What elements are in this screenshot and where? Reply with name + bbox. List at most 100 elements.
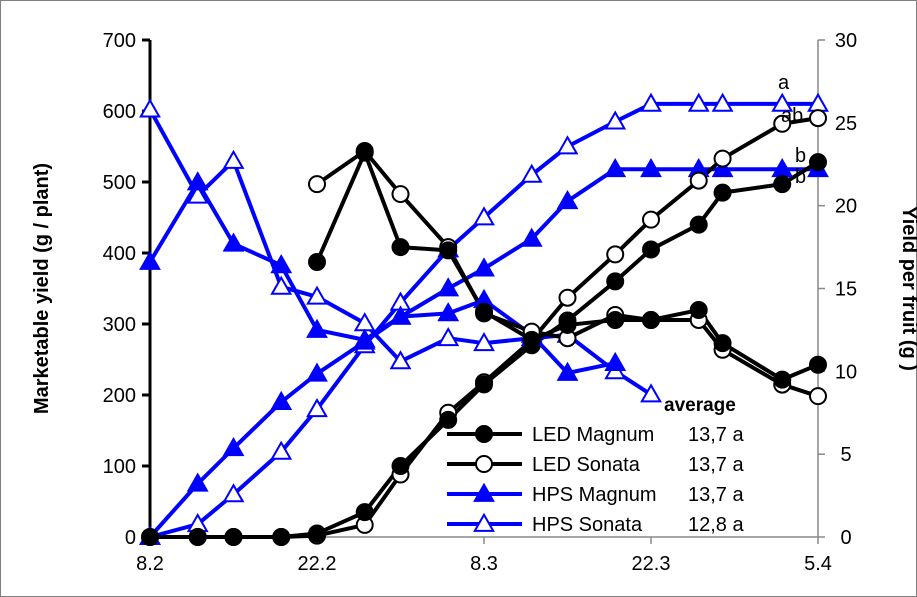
data-point-hps-magnum <box>711 158 734 178</box>
y-tick-label-right: 10 <box>835 361 857 383</box>
data-point-led-magnum-per-fruit <box>642 310 660 329</box>
data-point-hps-sonata-per-fruit <box>270 275 293 295</box>
significance-label: ab <box>781 105 803 127</box>
y-axis-label-right: Yield per fruit (g ) <box>898 206 917 371</box>
significance-label: b <box>795 166 806 188</box>
data-point-hps-sonata-per-fruit <box>306 285 328 305</box>
data-point-led-magnum <box>689 215 708 234</box>
data-point-hps-sonata <box>473 206 495 226</box>
data-point-led-sonata <box>642 210 660 229</box>
y-tick-label-left: 400 <box>103 243 136 265</box>
data-point-led-sonata-per-fruit <box>809 387 827 406</box>
legend-entry-label: HPS Sonata <box>532 514 643 536</box>
data-point-led-magnum-per-fruit <box>558 315 577 334</box>
x-tick-label: 5.4 <box>804 553 832 575</box>
data-point-led-sonata <box>713 149 732 168</box>
significance-label: a <box>778 72 790 94</box>
significance-label: b <box>795 145 806 167</box>
data-point-led-magnum-per-fruit <box>713 334 732 353</box>
y-tick-label-left: 700 <box>103 30 136 52</box>
data-point-hps-magnum <box>640 158 662 178</box>
y-tick-label-right: 30 <box>835 30 857 52</box>
data-point-hps-magnum <box>270 390 293 410</box>
axes: 0 100 200 300 400 500 600 700 0 5 10 15 20 25 30 8.2 22.… <box>103 30 858 575</box>
x-tick-label: 8.2 <box>136 553 164 575</box>
legend-marker <box>475 425 493 443</box>
data-point-hps-magnum-per-fruit <box>306 318 328 338</box>
y-axis-label-left: Marketable yield (g / plant) <box>31 163 53 414</box>
data-point-hps-sonata-per-fruit <box>186 184 209 204</box>
data-point-led-magnum-per-fruit <box>308 252 326 271</box>
data-point-hps-magnum <box>306 362 328 382</box>
data-point-hps-sonata-per-fruit <box>640 383 662 403</box>
data-point-led-magnum <box>642 240 660 259</box>
annotations: a ab bb <box>778 72 806 188</box>
legend-title: average <box>664 395 736 416</box>
data-point-led-magnum <box>272 528 291 546</box>
y-tick-label-right: 15 <box>835 279 857 301</box>
legend-entry-value: 13,7 a <box>688 454 744 476</box>
data-point-led-magnum-per-fruit <box>606 310 625 329</box>
y-tick-label-right: 0 <box>840 527 851 549</box>
x-tick-label: 22.2 <box>298 553 337 575</box>
y-tick-label-left: 100 <box>103 456 136 478</box>
data-point-hps-magnum-per-fruit <box>222 232 245 252</box>
data-point-led-magnum-per-fruit <box>391 238 410 257</box>
legend-entry-label: LED Magnum <box>532 424 654 446</box>
data-point-led-sonata <box>809 109 827 128</box>
legend-marker <box>475 455 493 473</box>
y-tick-label-right: 5 <box>840 444 851 466</box>
data-point-hps-magnum-per-fruit <box>604 351 627 371</box>
data-point-hps-sonata-per-fruit <box>389 350 412 370</box>
data-point-hps-magnum <box>437 277 460 297</box>
data-point-hps-sonata-per-fruit <box>473 331 495 352</box>
data-point-hps-magnum <box>473 257 495 277</box>
data-point-hps-magnum-per-fruit <box>270 254 293 274</box>
data-point-led-sonata <box>606 245 625 264</box>
legend-marker <box>473 512 495 532</box>
legend-entry-value: 13,7 a <box>688 424 744 446</box>
data-point-hps-sonata <box>604 110 627 130</box>
data-point-led-magnum-per-fruit <box>689 301 708 320</box>
data-point-hps-sonata <box>306 397 328 418</box>
data-point-led-sonata <box>689 171 708 190</box>
data-point-hps-sonata-per-fruit <box>437 326 460 347</box>
data-point-led-magnum <box>391 457 410 475</box>
data-point-led-magnum <box>141 528 159 546</box>
data-point-led-magnum-per-fruit <box>355 143 374 162</box>
legend-entry-label: LED Sonata <box>532 454 641 476</box>
data-point-led-sonata <box>773 114 792 133</box>
data-point-hps-sonata <box>270 440 293 460</box>
legend-entry-value: 12,8 a <box>688 514 744 536</box>
data-point-led-magnum-per-fruit <box>439 241 458 260</box>
data-point-hps-sonata <box>771 92 794 112</box>
data-point-hps-sonata-per-fruit <box>139 98 161 118</box>
data-point-hps-magnum-per-fruit <box>353 328 376 348</box>
data-point-led-magnum <box>713 183 732 202</box>
y-tick-label-left: 600 <box>103 101 136 123</box>
data-point-hps-magnum-per-fruit <box>139 250 161 270</box>
y-tick-label-right: 25 <box>835 113 857 135</box>
y-tick-label-left: 200 <box>103 385 136 407</box>
data-point-hps-magnum <box>520 227 543 247</box>
data-point-led-magnum <box>773 175 792 194</box>
legend-entry-label: HPS Magnum <box>532 484 657 506</box>
data-point-hps-sonata <box>222 483 245 503</box>
data-point-led-magnum-per-fruit <box>475 302 493 321</box>
data-point-led-sonata-per-fruit <box>308 175 326 194</box>
data-point-led-magnum <box>606 272 625 291</box>
data-point-hps-sonata <box>556 135 579 155</box>
x-tick-label: 8.3 <box>470 553 498 575</box>
data-point-hps-magnum-per-fruit <box>389 305 412 325</box>
data-point-led-sonata <box>558 288 577 307</box>
data-point-led-magnum-per-fruit <box>773 370 792 389</box>
data-point-hps-sonata <box>520 163 543 183</box>
data-point-led-magnum <box>809 153 827 172</box>
data-point-hps-magnum-per-fruit <box>556 361 579 381</box>
data-point-hps-sonata-per-fruit <box>353 312 376 332</box>
y-tick-label-left: 0 <box>125 527 136 549</box>
data-point-led-magnum <box>224 528 243 546</box>
data-point-hps-magnum-per-fruit <box>186 171 209 191</box>
data-point-led-magnum-per-fruit <box>522 330 541 349</box>
